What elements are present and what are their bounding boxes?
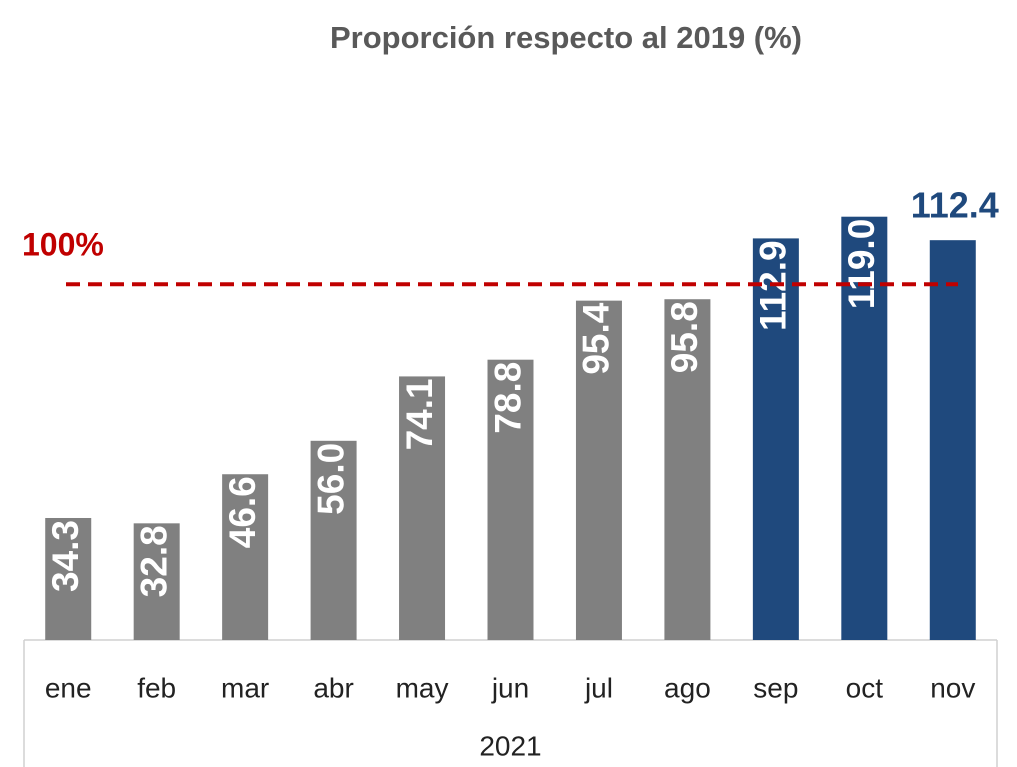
bar — [487, 359, 534, 640]
bar — [399, 376, 446, 640]
bar — [664, 299, 711, 640]
x-tick-label: feb — [137, 672, 176, 703]
x-tick-label: may — [396, 672, 449, 703]
bar — [752, 238, 799, 641]
bar — [310, 440, 357, 640]
bar — [222, 474, 269, 640]
x-tick-label: nov — [930, 672, 975, 703]
x-tick-label: ago — [664, 672, 711, 703]
bar — [929, 240, 976, 641]
category-group-label: 2021 — [479, 730, 541, 761]
x-tick-label: oct — [846, 672, 884, 703]
x-tick-label: sep — [753, 672, 798, 703]
bar — [45, 517, 92, 640]
x-tick-label: jun — [491, 672, 529, 703]
data-label: 32.8 — [133, 525, 174, 597]
data-label: 95.4 — [576, 302, 617, 374]
data-label: 119.0 — [841, 219, 882, 310]
chart-title: Proporción respecto al 2019 (%) — [330, 20, 802, 55]
data-label: 112.4 — [911, 185, 999, 226]
x-tick-label: ene — [45, 672, 92, 703]
data-label: 46.6 — [222, 476, 263, 548]
bar — [841, 216, 888, 640]
x-tick-label: abr — [313, 672, 353, 703]
data-label: 78.8 — [487, 362, 528, 434]
data-label: 95.8 — [664, 301, 705, 373]
data-label: 74.1 — [399, 378, 440, 450]
bar — [575, 300, 622, 640]
x-tick-label: jul — [584, 672, 613, 703]
data-label: 34.3 — [45, 520, 86, 592]
bar — [133, 523, 180, 640]
data-label: 56.0 — [310, 443, 351, 515]
reference-label: 100% — [22, 226, 104, 262]
x-tick-label: mar — [221, 672, 269, 703]
